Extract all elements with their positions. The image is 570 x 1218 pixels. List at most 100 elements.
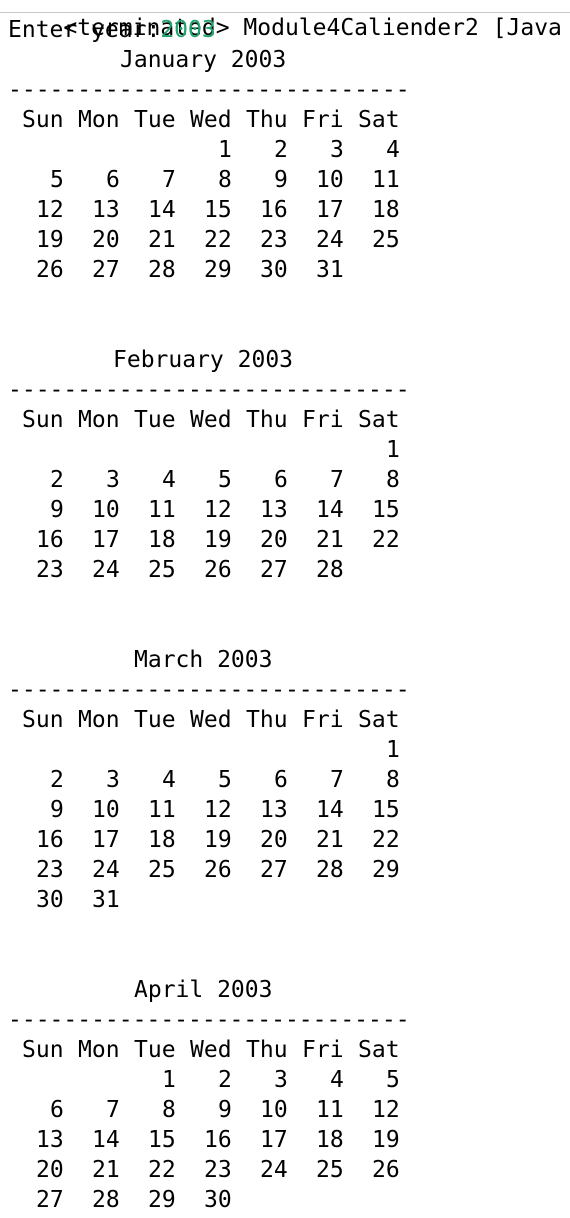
day-cell: 21 xyxy=(316,827,344,853)
day-cell: 8 xyxy=(386,467,400,493)
day-cell: 13 xyxy=(92,197,120,223)
day-cell: 13 xyxy=(260,797,288,823)
day-cell: 29 xyxy=(148,1187,176,1213)
weekday-header: Fri xyxy=(302,107,344,133)
weekday-header: Sat xyxy=(358,407,400,433)
day-cell: 10 xyxy=(92,797,120,823)
day-cell: 8 xyxy=(218,167,232,193)
weekday-header: Sun xyxy=(22,707,64,733)
day-cell: 22 xyxy=(372,827,400,853)
weekday-header: Tue xyxy=(134,407,176,433)
day-cell: 1 xyxy=(386,437,400,463)
day-cell: 28 xyxy=(92,1187,120,1213)
day-cell: 12 xyxy=(204,497,232,523)
day-cell: 7 xyxy=(106,1097,120,1123)
separator-line: ----------------------------- xyxy=(8,77,410,103)
day-cell: 23 xyxy=(260,227,288,253)
day-cell: 3 xyxy=(274,1067,288,1093)
day-cell: 14 xyxy=(92,1127,120,1153)
day-cell: 5 xyxy=(386,1067,400,1093)
weekday-header: Fri xyxy=(302,1037,344,1063)
day-cell: 17 xyxy=(316,197,344,223)
day-cell: 1 xyxy=(386,737,400,763)
day-cell: 21 xyxy=(316,527,344,553)
day-cell: 10 xyxy=(260,1097,288,1123)
day-cell: 2 xyxy=(274,137,288,163)
day-cell: 28 xyxy=(316,557,344,583)
day-cell: 15 xyxy=(372,797,400,823)
day-cell: 18 xyxy=(148,827,176,853)
day-cell: 12 xyxy=(204,797,232,823)
day-cell: 5 xyxy=(50,167,64,193)
console-title-bar: <terminated> Module4Caliender2 [Java App… xyxy=(0,0,570,41)
day-cell: 16 xyxy=(36,827,64,853)
weekday-header: Wed xyxy=(190,1037,232,1063)
day-cell: 2 xyxy=(50,467,64,493)
day-cell: 9 xyxy=(50,497,64,523)
weekday-header: Tue xyxy=(134,107,176,133)
day-cell: 8 xyxy=(386,767,400,793)
day-cell: 25 xyxy=(372,227,400,253)
day-cell: 2 xyxy=(218,1067,232,1093)
day-cell: 23 xyxy=(204,1157,232,1183)
month-title: March 2003 xyxy=(134,647,273,673)
weekday-header: Fri xyxy=(302,407,344,433)
day-cell: 24 xyxy=(260,1157,288,1183)
weekday-header: Sat xyxy=(358,1037,400,1063)
day-cell: 12 xyxy=(36,197,64,223)
year-input-value: 2003 xyxy=(160,17,216,43)
day-cell: 20 xyxy=(260,827,288,853)
day-cell: 19 xyxy=(204,827,232,853)
day-cell: 26 xyxy=(204,857,232,883)
day-cell: 23 xyxy=(36,557,64,583)
weekday-header: Sat xyxy=(358,107,400,133)
day-cell: 3 xyxy=(106,767,120,793)
month-title: January 2003 xyxy=(120,47,287,73)
day-cell: 4 xyxy=(162,767,176,793)
day-cell: 22 xyxy=(204,227,232,253)
day-cell: 9 xyxy=(274,167,288,193)
day-cell: 1 xyxy=(218,137,232,163)
weekday-header: Sun xyxy=(22,407,64,433)
day-cell: 4 xyxy=(162,467,176,493)
weekday-header: Sun xyxy=(22,107,64,133)
day-cell: 30 xyxy=(36,887,64,913)
day-cell: 7 xyxy=(330,767,344,793)
year-prompt-label: Enter year: xyxy=(8,17,161,43)
day-cell: 27 xyxy=(260,857,288,883)
day-cell: 21 xyxy=(92,1157,120,1183)
day-cell: 18 xyxy=(148,527,176,553)
day-cell: 25 xyxy=(148,557,176,583)
day-cell: 24 xyxy=(316,227,344,253)
day-cell: 6 xyxy=(274,767,288,793)
day-cell: 31 xyxy=(316,257,344,283)
day-cell: 25 xyxy=(316,1157,344,1183)
day-cell: 21 xyxy=(148,227,176,253)
day-cell: 14 xyxy=(316,497,344,523)
day-cell: 24 xyxy=(92,557,120,583)
weekday-header: Mon xyxy=(78,707,120,733)
weekday-header: Tue xyxy=(134,707,176,733)
day-cell: 16 xyxy=(260,197,288,223)
weekday-header: Mon xyxy=(78,407,120,433)
day-cell: 22 xyxy=(372,527,400,553)
day-cell: 18 xyxy=(372,197,400,223)
day-cell: 31 xyxy=(92,887,120,913)
day-cell: 4 xyxy=(386,137,400,163)
day-cell: 13 xyxy=(36,1127,64,1153)
day-cell: 3 xyxy=(330,137,344,163)
separator-line: ----------------------------- xyxy=(8,1007,410,1033)
day-cell: 15 xyxy=(204,197,232,223)
day-cell: 8 xyxy=(162,1097,176,1123)
day-cell: 6 xyxy=(274,467,288,493)
day-cell: 11 xyxy=(148,797,176,823)
month-title: February 2003 xyxy=(113,347,294,373)
day-cell: 11 xyxy=(316,1097,344,1123)
day-cell: 25 xyxy=(148,857,176,883)
weekday-header: Wed xyxy=(190,107,232,133)
day-cell: 19 xyxy=(372,1127,400,1153)
day-cell: 26 xyxy=(372,1157,400,1183)
day-cell: 17 xyxy=(92,827,120,853)
day-cell: 27 xyxy=(92,257,120,283)
